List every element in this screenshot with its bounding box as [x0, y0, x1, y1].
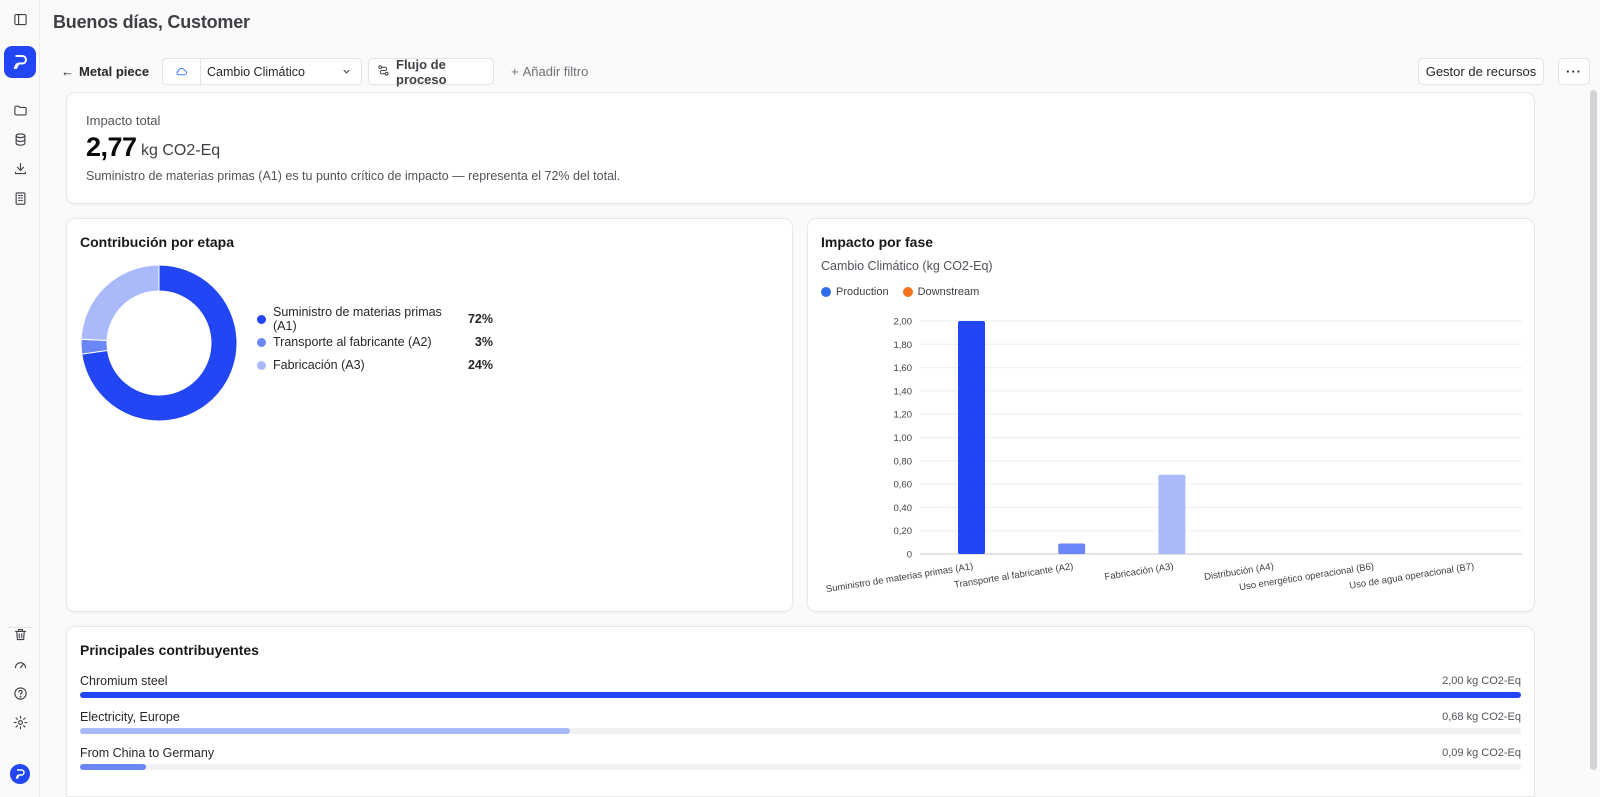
- y-tick-label: 0,20: [894, 526, 913, 537]
- phase-impact-title: Impacto por fase: [821, 234, 934, 250]
- stage-contribution-card: Contribución por etapa Suministro de mat…: [66, 218, 793, 612]
- building-icon[interactable]: [10, 188, 30, 208]
- chevron-down-icon: [341, 66, 361, 77]
- legend-dot: [257, 314, 266, 324]
- process-flow-label: Flujo de proceso: [396, 56, 447, 87]
- add-filter-label: Añadir filtro: [522, 64, 589, 79]
- contributor-bar-track: [80, 728, 1521, 734]
- phase-impact-card: Impacto por fase Cambio Climático (kg CO…: [807, 218, 1535, 612]
- y-tick-label: 1,00: [894, 433, 913, 444]
- donut-slice-2[interactable]: [80, 264, 160, 342]
- stage-legend-pct: 24%: [467, 358, 493, 372]
- bar[interactable]: [1058, 543, 1086, 554]
- page-title: Buenos días, Customer: [53, 12, 250, 32]
- user-avatar[interactable]: [10, 764, 30, 784]
- bar[interactable]: [1158, 474, 1186, 554]
- contributor-bar-fill: [80, 728, 570, 734]
- y-tick-label: 0,80: [894, 456, 913, 467]
- donut-slice-0[interactable]: [81, 264, 238, 422]
- contributor-value: 0,68 kg CO2-Eq: [1442, 711, 1521, 723]
- x-tick-label: Fabricación (A3): [1104, 561, 1175, 583]
- stage-legend-name: Transporte al fabricante (A2): [273, 335, 432, 349]
- stage-legend-item: Fabricación (A3) 24%: [257, 356, 493, 374]
- total-impact-unit: kg CO2-Eq: [141, 142, 221, 159]
- impact-category-select[interactable]: Cambio Climático: [162, 58, 362, 85]
- legend-dot: [257, 337, 266, 347]
- total-impact-card: Impacto total 2,77 kg CO2-Eq Suministro …: [66, 92, 1535, 204]
- y-tick-label: 0: [907, 550, 912, 561]
- cloud-icon: [163, 59, 201, 84]
- impact-category-value: Cambio Climático: [207, 64, 305, 79]
- stage-contribution-title: Contribución por etapa: [80, 234, 234, 250]
- contributor-name: Chromium steel: [80, 674, 168, 688]
- y-tick-label: 1,20: [894, 410, 913, 421]
- stage-legend-pct: 72%: [467, 312, 493, 326]
- trash-icon[interactable]: [10, 624, 30, 644]
- arrow-left-icon: ←: [61, 64, 74, 79]
- stage-legend-item: Suministro de materias primas (A1) 72%: [257, 305, 493, 333]
- toolbar: ← Metal piece Cambio Climático Flujo de …: [53, 56, 1590, 87]
- phase-legend: Production Downstream: [821, 286, 979, 298]
- y-tick-label: 0,60: [894, 480, 913, 491]
- phase-legend-item[interactable]: Downstream: [902, 286, 980, 298]
- contributor-value: 0,09 kg CO2-Eq: [1442, 747, 1521, 759]
- y-tick-label: 0,40: [894, 503, 913, 514]
- contributor-bar-track: [80, 764, 1521, 770]
- sidebar: [0, 0, 40, 797]
- stage-legend-name: Suministro de materias primas (A1): [273, 305, 442, 333]
- y-tick-label: 2,00: [894, 317, 913, 328]
- stage-legend-name: Fabricación (A3): [273, 358, 365, 372]
- contributor-value: 2,00 kg CO2-Eq: [1442, 675, 1521, 687]
- y-tick-label: 1,40: [894, 386, 913, 397]
- contributor-name: From China to Germany: [80, 746, 215, 760]
- process-flow-button[interactable]: Flujo de proceso: [368, 56, 494, 87]
- help-icon[interactable]: [10, 683, 30, 703]
- gauge-icon[interactable]: [10, 654, 30, 674]
- stage-legend-pct: 3%: [474, 335, 493, 349]
- contributor-name: Electricity, Europe: [80, 710, 180, 724]
- bar[interactable]: [958, 321, 985, 554]
- y-tick-label: 1,60: [894, 363, 913, 374]
- toggle-sidebar-icon[interactable]: [10, 9, 30, 29]
- download-icon[interactable]: [10, 158, 30, 178]
- back-label: Metal piece: [79, 64, 150, 79]
- settings-icon[interactable]: [10, 712, 30, 732]
- phase-bar-chart: 0 0,20 0,40 0,60 0,80 1,00 1,20 1,40 1,60 1,80 2,0…: [825, 317, 1522, 595]
- total-impact-label: Impacto total: [86, 113, 161, 128]
- add-filter-button[interactable]: + Añadir filtro: [511, 58, 588, 85]
- top-contributors-card: Principales contribuyentes Chromium stee…: [66, 626, 1535, 797]
- database-icon[interactable]: [10, 129, 30, 149]
- y-tick-label: 1,80: [894, 340, 913, 351]
- legend-dot: [821, 287, 831, 297]
- phase-legend-label: Production: [836, 286, 889, 298]
- contributor-bar-track: [80, 692, 1521, 698]
- flow-icon: [377, 64, 390, 80]
- hotspot-note: Suministro de materias primas (A1) es tu…: [86, 169, 621, 183]
- plus-icon: +: [511, 64, 519, 79]
- phase-impact-subtitle: Cambio Climático (kg CO2-Eq): [821, 259, 993, 273]
- more-options-icon[interactable]: ···: [1558, 58, 1590, 85]
- stage-donut-chart: [80, 264, 238, 422]
- legend-dot: [257, 360, 266, 370]
- top-contributors-title: Principales contribuyentes: [80, 642, 259, 658]
- contributor-row[interactable]: Chromium steel 2,00 kg CO2-Eq: [80, 674, 1521, 704]
- total-impact-value: 2,77: [86, 132, 137, 162]
- resource-manager-button[interactable]: Gestor de recursos: [1418, 58, 1544, 85]
- x-tick-label: Suministro de materias primas (A1): [825, 561, 974, 595]
- contributor-row[interactable]: Electricity, Europe 0,68 kg CO2-Eq: [80, 710, 1521, 740]
- phase-legend-item[interactable]: Production: [821, 286, 889, 298]
- back-button[interactable]: ← Metal piece: [61, 58, 149, 85]
- folder-icon[interactable]: [10, 100, 30, 120]
- page-scrollbar[interactable]: [1590, 90, 1597, 770]
- contributor-bar-fill: [80, 692, 1521, 698]
- legend-dot: [902, 287, 913, 297]
- sidebar-divider: [8, 627, 32, 628]
- contributor-bar-fill: [80, 764, 147, 770]
- app-logo[interactable]: [4, 46, 36, 78]
- phase-legend-label: Downstream: [917, 286, 980, 298]
- contributor-row[interactable]: From China to Germany 0,09 kg CO2-Eq: [80, 746, 1521, 776]
- stage-legend-item: Transporte al fabricante (A2) 3%: [257, 333, 493, 351]
